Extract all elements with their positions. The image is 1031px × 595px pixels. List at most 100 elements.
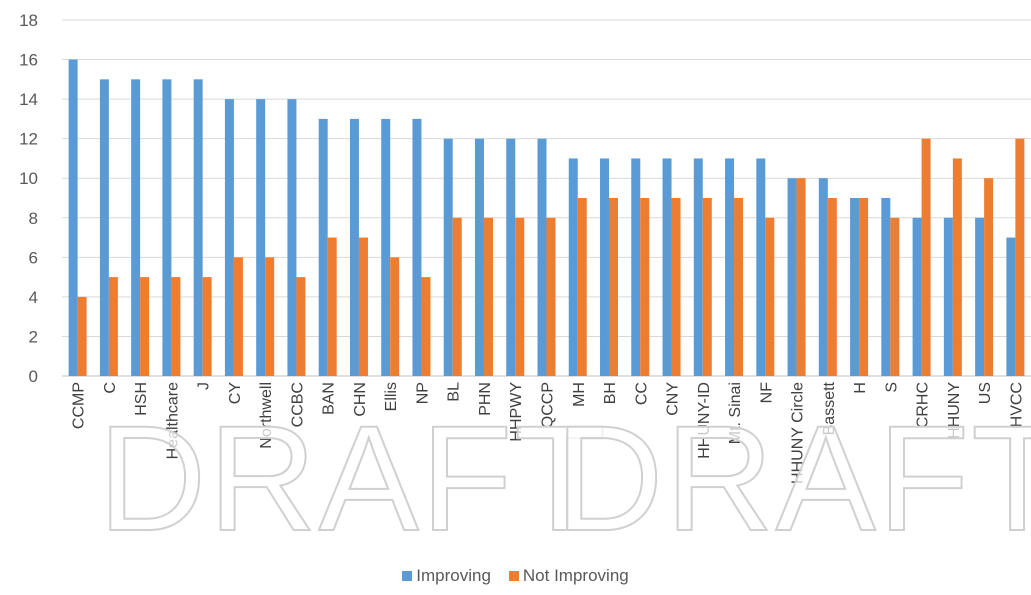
bar-not-improving	[546, 217, 556, 376]
bar-not-improving	[171, 277, 181, 376]
legend-label-not-improving: Not Improving	[522, 566, 629, 585]
x-tick-label: HHUNY Circle	[790, 382, 807, 484]
legend-item-improving: Improving	[402, 566, 491, 586]
bar-improving	[412, 118, 422, 376]
x-tick-label: CHN	[352, 382, 369, 417]
bar-improving	[1006, 237, 1016, 376]
x-tick-label: J	[196, 382, 213, 390]
legend-swatch-not-improving	[508, 571, 519, 581]
bar-improving	[725, 158, 735, 376]
x-tick-label: Ellis	[383, 382, 400, 411]
bar-not-improving	[202, 277, 212, 376]
legend-swatch-improving	[402, 571, 413, 581]
bar-improving	[318, 118, 328, 376]
x-tick-label: CY	[227, 382, 244, 405]
x-tick-label: HHUNY-ID	[696, 382, 713, 459]
x-tick-label: S	[883, 382, 900, 393]
bar-improving	[474, 138, 484, 376]
y-tick-label: 18	[19, 11, 38, 30]
y-tick-label: 4	[29, 288, 38, 307]
x-tick-label: HHUNY	[946, 382, 963, 439]
x-tick-label: HSH	[133, 382, 150, 416]
bar-improving	[756, 158, 766, 376]
x-tick-label: NP	[414, 382, 431, 404]
bar-not-improving	[452, 217, 462, 376]
bar-not-improving	[390, 257, 400, 376]
x-tick-label: PHN	[477, 382, 494, 416]
x-tick-label: BL	[446, 382, 463, 402]
bar-improving	[256, 99, 266, 376]
x-tick-label: CCBC	[289, 382, 306, 427]
bar-not-improving	[296, 277, 306, 376]
x-tick-label: CC	[633, 382, 650, 405]
x-tick-label: MH	[571, 382, 588, 407]
bar-improving	[506, 138, 516, 376]
x-tick-label: Healthcare	[164, 382, 181, 459]
bar-not-improving	[327, 237, 337, 376]
bar-improving	[381, 118, 391, 376]
x-tick-label: Mt. Sinai	[727, 382, 744, 444]
y-tick-label: 12	[19, 130, 38, 149]
watermark-text: DRAFT	[555, 394, 1031, 562]
bar-not-improving	[640, 198, 650, 376]
bar-not-improving	[702, 198, 712, 376]
x-tick-label: BH	[602, 382, 619, 404]
bar-not-improving	[827, 198, 837, 376]
x-tick-label: CCMP	[71, 382, 88, 429]
x-tick-label: CNY	[665, 382, 682, 416]
bar-improving	[224, 99, 234, 376]
bar-not-improving	[108, 277, 118, 376]
bar-improving	[99, 79, 109, 376]
bar-improving	[349, 118, 359, 376]
x-tick-label: BAN	[321, 382, 338, 415]
bar-not-improving	[890, 217, 900, 376]
bar-improving	[975, 217, 985, 376]
bar-not-improving	[515, 217, 525, 376]
bar-not-improving	[952, 158, 962, 376]
bar-improving	[881, 198, 891, 376]
y-tick-label: 6	[29, 248, 38, 267]
bar-not-improving	[796, 178, 806, 376]
legend-label-improving: Improving	[416, 566, 491, 585]
bar-not-improving	[265, 257, 275, 376]
bar-not-improving	[77, 296, 87, 376]
y-tick-label: 0	[29, 367, 38, 386]
bar-improving	[818, 178, 828, 376]
bar-improving	[912, 217, 922, 376]
legend: Improving Not Improving	[0, 566, 1031, 586]
x-tick-label: C	[102, 382, 119, 394]
bar-not-improving	[483, 217, 493, 376]
bar-improving	[787, 178, 797, 376]
bar-not-improving	[765, 217, 775, 376]
bar-not-improving	[734, 198, 744, 376]
x-tick-label: QCCP	[540, 382, 557, 428]
bar-improving	[131, 79, 141, 376]
bar-improving	[943, 217, 953, 376]
y-tick-label: 8	[29, 209, 38, 228]
x-tick-label: CRHC	[915, 382, 932, 428]
bar-improving	[537, 138, 547, 376]
bar-not-improving	[140, 277, 150, 376]
y-tick-label: 2	[29, 327, 38, 346]
x-tick-label: US	[977, 382, 994, 404]
bar-not-improving	[1015, 138, 1025, 376]
bar-not-improving	[859, 198, 869, 376]
y-tick-label: 16	[19, 51, 38, 70]
bar-improving	[850, 198, 860, 376]
y-tick-label: 10	[19, 169, 38, 188]
bar-not-improving	[421, 277, 431, 376]
bar-not-improving	[921, 138, 931, 376]
bar-improving	[443, 138, 453, 376]
bar-improving	[68, 59, 78, 377]
bar-not-improving	[671, 198, 681, 376]
y-tick-label: 14	[19, 90, 38, 109]
bar-improving	[287, 99, 297, 376]
x-tick-label: HVCC	[1008, 382, 1025, 427]
bar-improving	[162, 79, 172, 376]
bar-not-improving	[577, 198, 587, 376]
bar-improving	[193, 79, 203, 376]
bar-improving	[631, 158, 641, 376]
x-tick-label: HHPWY	[508, 382, 525, 442]
bar-improving	[568, 158, 578, 376]
